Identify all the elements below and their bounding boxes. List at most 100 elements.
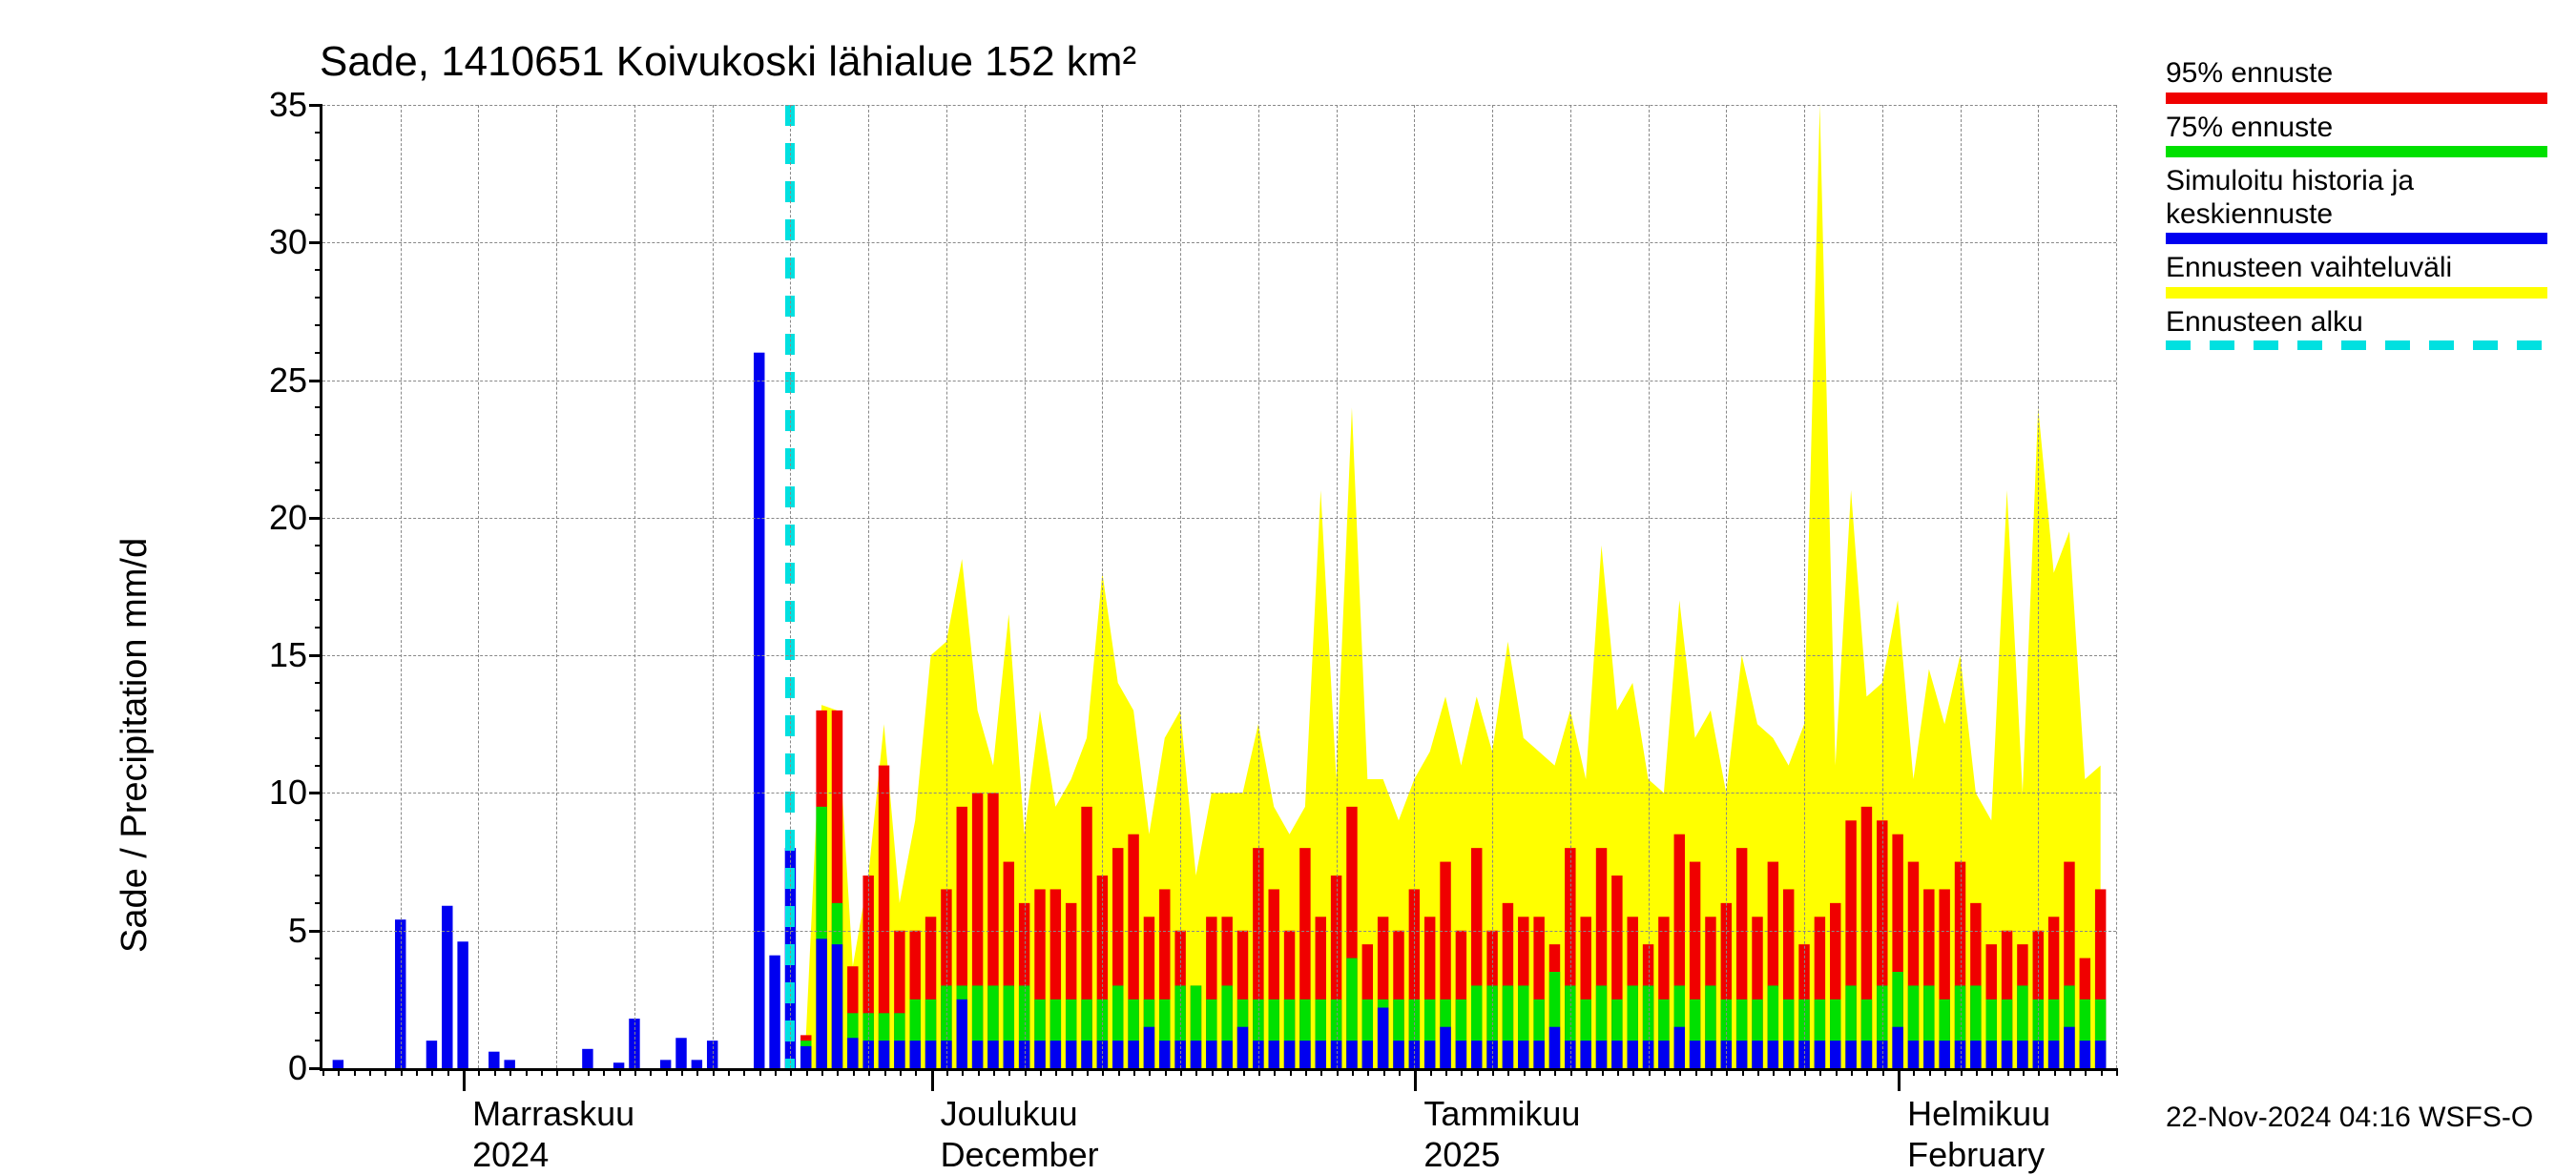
- grid-line-v: [1570, 105, 1571, 1068]
- legend-swatch: [2166, 233, 2547, 244]
- y-minor-tick: [315, 1040, 322, 1041]
- grid-line-v: [1025, 105, 1026, 1068]
- grid-line-v: [1337, 105, 1338, 1068]
- grid-line-h: [322, 793, 2116, 794]
- bar-blue: [769, 956, 779, 1068]
- bar-blue: [1580, 1041, 1590, 1068]
- y-minor-tick: [315, 710, 322, 711]
- bar-blue: [1284, 1041, 1295, 1068]
- x-minor-tick: [1165, 1068, 1167, 1076]
- x-minor-tick: [728, 1068, 730, 1076]
- bar-blue: [2048, 1041, 2059, 1068]
- bar-blue: [1144, 1027, 1154, 1068]
- y-minor-tick: [315, 737, 322, 739]
- bar-blue: [909, 1041, 920, 1068]
- x-minor-tick: [1320, 1068, 1322, 1076]
- x-month-label: JoulukuuDecember: [941, 1068, 1099, 1175]
- x-minor-tick: [2069, 1068, 2071, 1076]
- x-minor-tick: [1352, 1068, 1354, 1076]
- x-month-label: Marraskuu2024: [472, 1068, 634, 1175]
- bar-blue: [1985, 1041, 1996, 1068]
- y-minor-tick: [315, 324, 322, 326]
- x-minor-tick: [1367, 1068, 1369, 1076]
- bar-blue: [1549, 1027, 1560, 1068]
- bar-blue: [1830, 1041, 1840, 1068]
- x-minor-tick: [1819, 1068, 1821, 1076]
- x-minor-tick: [868, 1068, 870, 1076]
- bar-blue: [1518, 1041, 1528, 1068]
- x-minor-tick: [1586, 1068, 1588, 1076]
- x-minor-tick: [1149, 1068, 1151, 1076]
- bar-blue: [1861, 1041, 1872, 1068]
- bar-blue: [1815, 1041, 1825, 1068]
- bar-blue: [925, 1041, 936, 1068]
- grid-line-v: [868, 105, 869, 1068]
- bar-blue: [1299, 1041, 1310, 1068]
- legend-swatch: [2166, 146, 2547, 157]
- bar-blue: [2002, 1041, 2012, 1068]
- x-minor-tick: [401, 1068, 403, 1076]
- x-minor-tick: [1679, 1068, 1681, 1076]
- bar-blue: [987, 1041, 998, 1068]
- x-minor-tick: [1133, 1068, 1135, 1076]
- x-minor-tick: [2101, 1068, 2103, 1076]
- grid-line-v: [1961, 105, 1962, 1068]
- x-minor-tick: [759, 1068, 761, 1076]
- legend-label: 95% ennuste: [2166, 57, 2547, 91]
- legend-label: 75% ennuste: [2166, 112, 2547, 145]
- y-minor-tick: [315, 958, 322, 959]
- y-minor-tick: [315, 132, 322, 134]
- grid-line-v: [946, 105, 947, 1068]
- bar-blue: [1206, 1041, 1216, 1068]
- bar-blue: [879, 1041, 889, 1068]
- grid-line-v: [1882, 105, 1883, 1068]
- x-minor-tick: [369, 1068, 371, 1076]
- bar-blue: [800, 1046, 811, 1068]
- x-major-tick: [1898, 1068, 1901, 1091]
- x-minor-tick: [1383, 1068, 1385, 1076]
- bar-blue: [1674, 1027, 1685, 1068]
- x-minor-tick: [1274, 1068, 1276, 1076]
- x-minor-tick: [2054, 1068, 2056, 1076]
- grid-line-v: [1726, 105, 1727, 1068]
- bar-blue: [1456, 1041, 1466, 1068]
- bar-blue: [333, 1060, 343, 1068]
- footer-stamp: 22-Nov-2024 04:16 WSFS-O: [2166, 1102, 2533, 1134]
- x-minor-tick: [1195, 1068, 1197, 1076]
- legend-entry: Ennusteen vaihteluväli: [2166, 252, 2547, 299]
- bar-blue: [1736, 1041, 1747, 1068]
- bar-blue: [2064, 1027, 2074, 1068]
- x-minor-tick: [681, 1068, 683, 1076]
- x-month-label: Tammikuu2025: [1423, 1068, 1580, 1175]
- bar-blue: [816, 938, 826, 1068]
- bar-blue: [1440, 1027, 1450, 1068]
- grid-line-v: [1492, 105, 1493, 1068]
- bar-blue: [1378, 1008, 1388, 1068]
- x-minor-tick: [354, 1068, 356, 1076]
- y-minor-tick: [315, 434, 322, 436]
- x-minor-tick: [1399, 1068, 1401, 1076]
- x-minor-tick: [1757, 1068, 1759, 1076]
- x-minor-tick: [416, 1068, 418, 1076]
- grid-line-h: [322, 242, 2116, 243]
- y-tick-mark: [309, 241, 322, 244]
- bar-blue: [1034, 1041, 1045, 1068]
- bar-blue: [1191, 1041, 1201, 1068]
- bar-blue: [1783, 1041, 1794, 1068]
- bar-blue: [1128, 1041, 1138, 1068]
- y-minor-tick: [315, 627, 322, 629]
- bar-blue: [1752, 1041, 1762, 1068]
- x-major-tick: [463, 1068, 466, 1091]
- bar-blue: [660, 1060, 671, 1068]
- y-minor-tick: [315, 765, 322, 767]
- bar-blue: [1471, 1041, 1482, 1068]
- x-minor-tick: [1773, 1068, 1775, 1076]
- x-minor-tick: [884, 1068, 886, 1076]
- bar-blue: [488, 1052, 499, 1068]
- y-tick-mark: [309, 654, 322, 657]
- bar-blue: [1316, 1041, 1326, 1068]
- legend-entry: Ennusteen alku: [2166, 306, 2547, 351]
- x-minor-tick: [2085, 1068, 2087, 1076]
- y-minor-tick: [315, 984, 322, 986]
- grid-line-v: [713, 105, 714, 1068]
